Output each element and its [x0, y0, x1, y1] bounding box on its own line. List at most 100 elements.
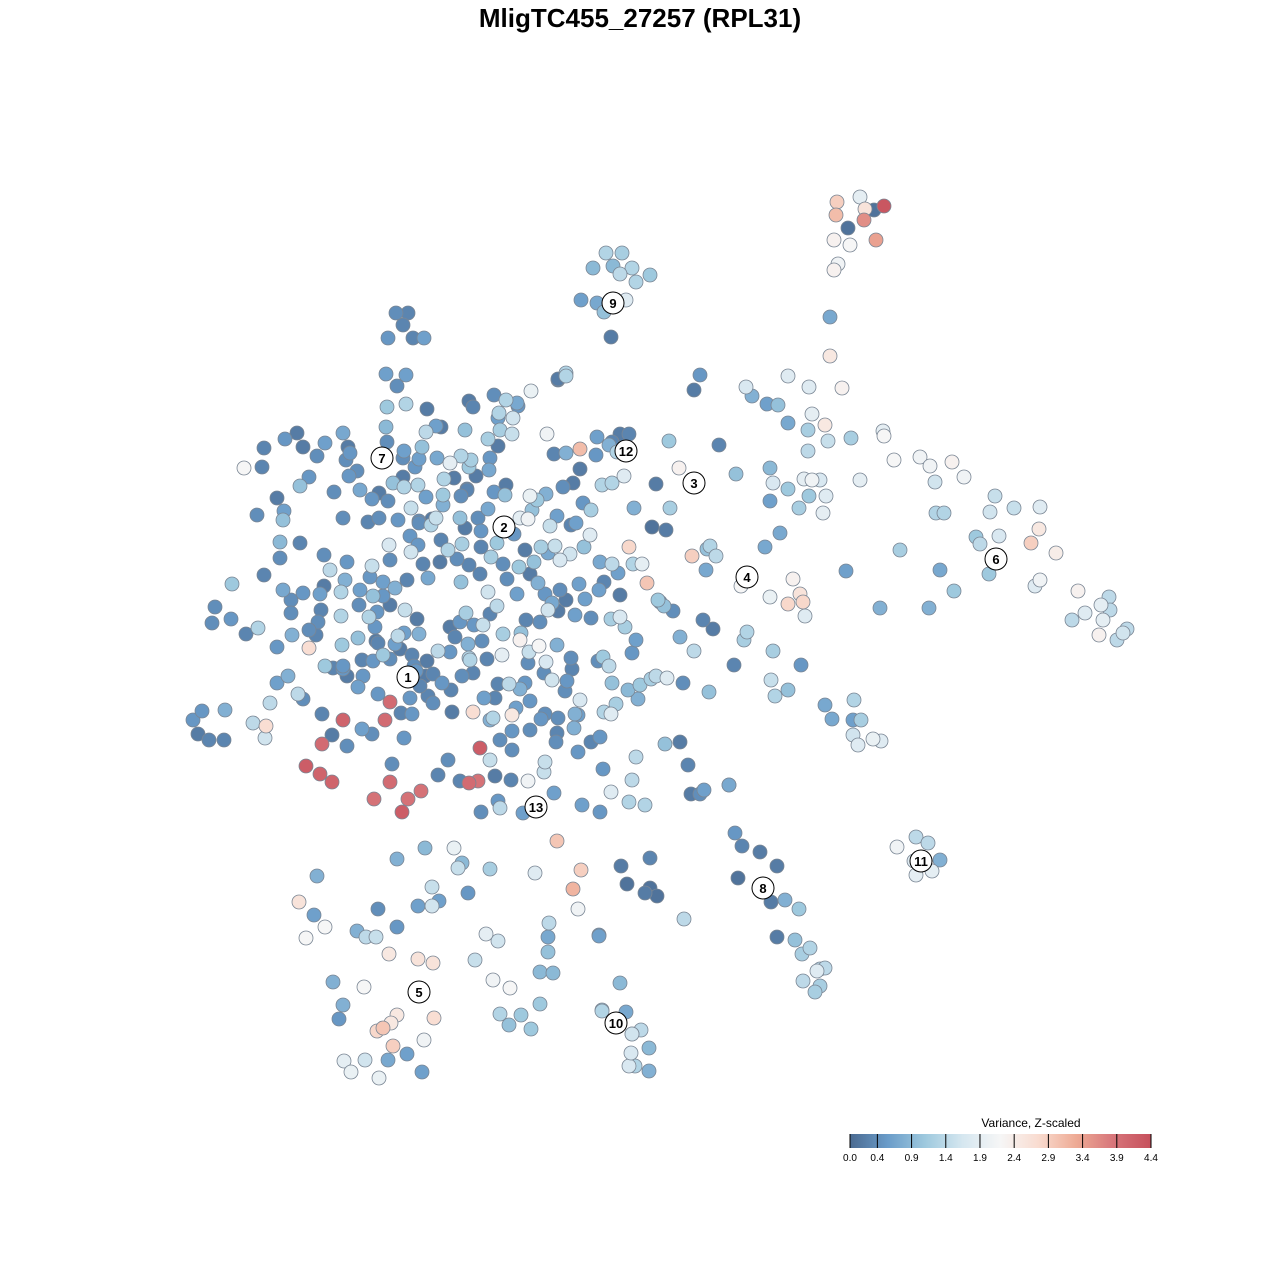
- data-point: [185, 712, 201, 728]
- data-point: [426, 1010, 442, 1026]
- data-point: [522, 693, 538, 709]
- legend-tick-label: 0.4: [870, 1153, 884, 1164]
- data-point: [804, 406, 820, 422]
- data-point: [853, 712, 869, 728]
- data-point: [1006, 500, 1022, 516]
- cluster-label: 4: [735, 565, 759, 589]
- data-point: [333, 584, 349, 600]
- cluster-label-badge: [984, 547, 1008, 571]
- data-point: [428, 510, 444, 526]
- data-point: [892, 542, 908, 558]
- data-point: [800, 422, 816, 438]
- data-point: [659, 670, 675, 686]
- data-point: [497, 487, 513, 503]
- data-point: [520, 511, 536, 527]
- data-point: [558, 368, 574, 384]
- data-point: [280, 668, 296, 684]
- data-point: [696, 782, 712, 798]
- data-point: [762, 493, 778, 509]
- data-point: [453, 488, 469, 504]
- data-point: [465, 704, 481, 720]
- data-point: [512, 632, 528, 648]
- data-point: [368, 929, 384, 945]
- chart-title: MligTC455_27257 (RPL31): [479, 3, 801, 33]
- data-point: [843, 430, 859, 446]
- data-point: [533, 711, 549, 727]
- data-point: [284, 627, 300, 643]
- data-point: [465, 399, 481, 415]
- data-point: [570, 901, 586, 917]
- data-point: [927, 474, 943, 490]
- data-point: [852, 472, 868, 488]
- data-point: [312, 586, 328, 602]
- legend-tick-label: 2.4: [1007, 1153, 1021, 1164]
- data-point: [479, 651, 495, 667]
- data-point: [522, 488, 538, 504]
- data-point: [791, 500, 807, 516]
- data-point: [352, 482, 368, 498]
- data-point: [518, 612, 534, 628]
- data-point: [447, 629, 463, 645]
- data-point: [256, 567, 272, 583]
- data-point: [555, 479, 571, 495]
- data-point: [987, 488, 1003, 504]
- data-point: [628, 274, 644, 290]
- data-point: [236, 460, 252, 476]
- data-point: [440, 542, 456, 558]
- data-point: [396, 730, 412, 746]
- data-point: [780, 596, 796, 612]
- data-point: [462, 652, 478, 668]
- data-point: [336, 1053, 352, 1069]
- data-point: [540, 929, 556, 945]
- data-point: [641, 1040, 657, 1056]
- data-point: [612, 587, 628, 603]
- data-point: [424, 898, 440, 914]
- data-point: [850, 737, 866, 753]
- data-point: [734, 838, 750, 854]
- data-point: [616, 468, 632, 484]
- data-point: [454, 668, 470, 684]
- data-point: [309, 868, 325, 884]
- data-point: [301, 622, 317, 638]
- data-point: [752, 844, 768, 860]
- data-point: [738, 379, 754, 395]
- data-point: [991, 528, 1007, 544]
- data-point: [762, 460, 778, 476]
- data-point: [544, 672, 560, 688]
- data-point: [334, 637, 350, 653]
- data-point: [623, 1045, 639, 1061]
- data-point: [548, 734, 564, 750]
- data-point: [675, 675, 691, 691]
- cluster-label: 11: [909, 849, 933, 873]
- data-point: [613, 858, 629, 874]
- cluster-label-text: 10: [609, 1016, 623, 1031]
- data-point: [504, 426, 520, 442]
- data-point: [936, 505, 952, 521]
- cluster-label: 1: [396, 665, 420, 689]
- cluster-label-badge: [396, 665, 420, 689]
- data-point: [807, 984, 823, 1000]
- data-point: [920, 835, 936, 851]
- data-point: [289, 425, 305, 441]
- legend-tick-label: 2.9: [1041, 1153, 1055, 1164]
- legend-tick-label: 3.4: [1076, 1153, 1090, 1164]
- data-point: [410, 951, 426, 967]
- data-point: [444, 704, 460, 720]
- data-point: [624, 645, 640, 661]
- data-point: [701, 684, 717, 700]
- data-point: [216, 732, 232, 748]
- data-point: [404, 706, 420, 722]
- data-point: [504, 742, 520, 758]
- data-point: [390, 628, 406, 644]
- data-point: [415, 556, 431, 572]
- data-point: [442, 455, 458, 471]
- data-point: [757, 539, 773, 555]
- cluster-label-text: 6: [992, 552, 999, 567]
- data-point: [921, 600, 937, 616]
- data-point: [944, 454, 960, 470]
- data-point: [238, 626, 254, 642]
- data-point: [540, 602, 556, 618]
- data-point: [972, 536, 988, 552]
- data-point: [572, 441, 588, 457]
- data-point: [780, 415, 796, 431]
